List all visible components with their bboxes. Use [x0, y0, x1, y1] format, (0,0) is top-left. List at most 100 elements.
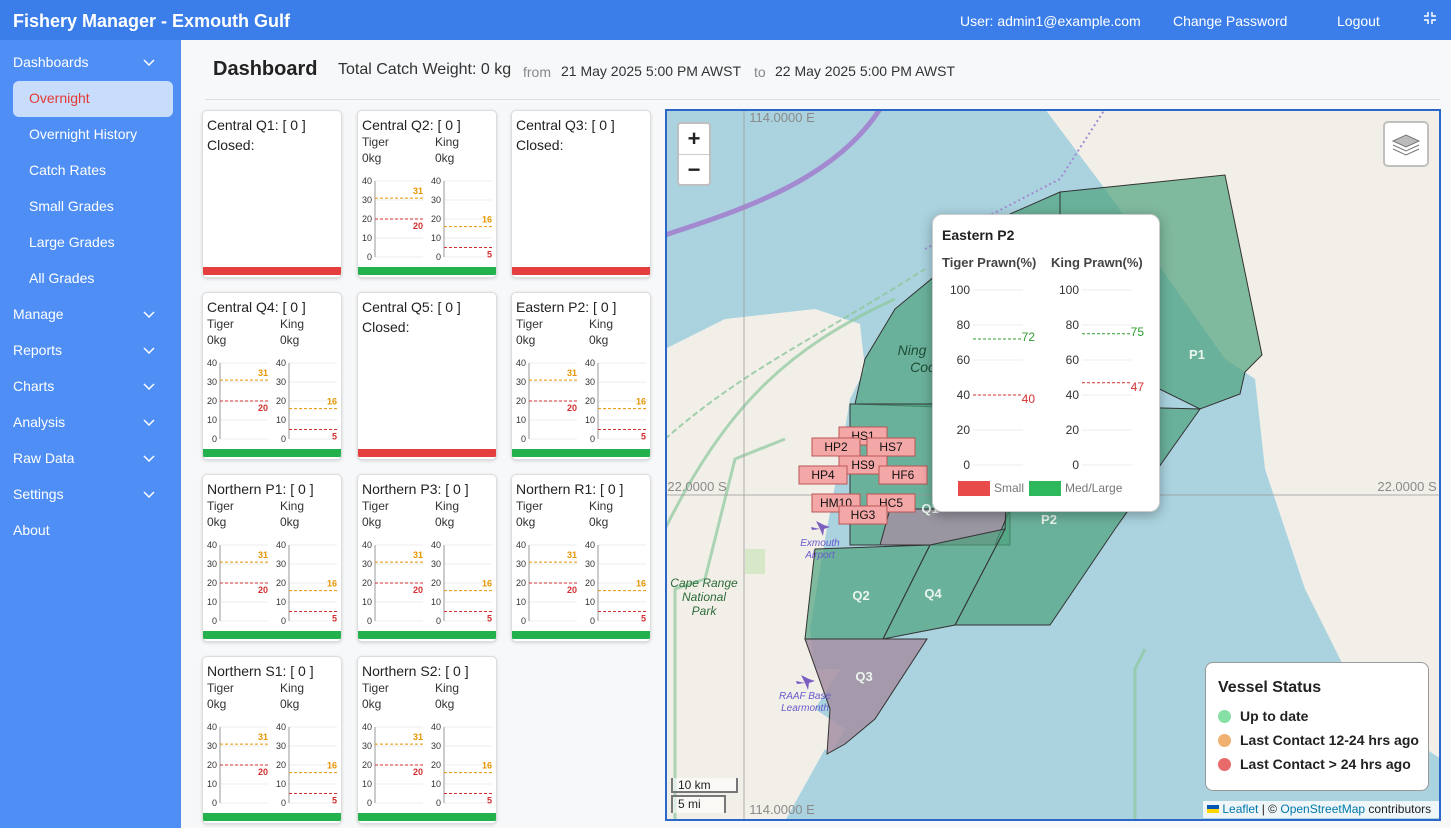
- zoom-in[interactable]: +: [679, 124, 709, 155]
- y-tick-label: 20: [431, 578, 441, 588]
- y-tick-label: 10: [207, 779, 217, 789]
- zone-card[interactable]: Northern S1: [ 0 ] 0 10 20 30 40 31 20 0 10 20 30 40…: [202, 656, 342, 824]
- threshold-label: 31: [413, 550, 423, 560]
- nav-item[interactable]: Small Grades: [29, 198, 114, 214]
- y-tick-label: 20: [431, 214, 441, 224]
- y-tick-label: 20: [207, 396, 217, 406]
- zone-card[interactable]: Northern R1: [ 0 ] 0 10 20 30 40 31 20 0 10 20 30 40…: [511, 474, 651, 642]
- vessel-marker[interactable]: HS9: [838, 455, 888, 475]
- total-catch: Total Catch Weight: 0 kg: [338, 61, 512, 78]
- y-tick-label: 0: [367, 616, 372, 626]
- zone-card[interactable]: Northern P1: [ 0 ] 0 10 20 30 40 31 20 0 10 20 30 40…: [202, 474, 342, 642]
- y-tick-label: 40: [207, 358, 217, 368]
- y-tick-label: 20: [207, 760, 217, 770]
- zone-card[interactable]: Central Q1: [ 0 ] Closed:: [202, 110, 342, 278]
- mini-charts: 0 10 20 30 40 31 20 0 10 20 30 40 16 5: [516, 540, 646, 626]
- vessel-marker[interactable]: HS7: [866, 437, 916, 457]
- vessel-box: [798, 465, 848, 485]
- nav-item[interactable]: Large Grades: [29, 234, 115, 250]
- zone-card[interactable]: Northern P3: [ 0 ] 0 10 20 30 40 31 20 0 10 20 30 40…: [357, 474, 497, 642]
- leaflet-link[interactable]: Leaflet: [1222, 802, 1259, 816]
- nav-item[interactable]: Settings: [13, 486, 64, 502]
- column-weight: 0kg: [362, 151, 382, 165]
- vessel-marker[interactable]: HP2: [811, 437, 861, 457]
- y-tick-label: 0: [436, 798, 441, 808]
- threshold-label: 20: [413, 221, 423, 231]
- y-tick-label: 30: [431, 559, 441, 569]
- zoom-out[interactable]: −: [687, 157, 701, 182]
- chevron-path: [143, 491, 155, 499]
- vessel-marker[interactable]: HG3: [838, 505, 888, 525]
- nav-item[interactable]: Reports: [13, 342, 63, 358]
- y-tick-label: 40: [276, 540, 286, 550]
- collapse-icon[interactable]: [1422, 10, 1438, 26]
- y-tick-label: 20: [362, 760, 372, 770]
- user-label: User: admin1@example.com: [960, 13, 1141, 29]
- nav-item[interactable]: All Grades: [29, 270, 95, 286]
- chevron-path: [143, 455, 155, 463]
- nav-item[interactable]: Manage: [13, 306, 64, 322]
- zone-card[interactable]: Central Q3: [ 0 ] Closed:: [511, 110, 651, 278]
- column-weight: 0kg: [589, 333, 609, 347]
- y-tick-label: 30: [276, 377, 286, 387]
- place-label: National: [682, 590, 726, 604]
- threshold-label: 31: [258, 732, 268, 742]
- zone-card[interactable]: Central Q4: [ 0 ] 0 10 20 30 40 31 20 0 10 20 30 40 1…: [202, 292, 342, 460]
- mini-charts: 0 10 20 30 40 31 20 0 10 20 30 40 16 5: [362, 176, 492, 262]
- zone-card[interactable]: Eastern P2: [ 0 ] 0 10 20 30 40 31 20 0 10 20 30 40 1…: [511, 292, 651, 460]
- threshold-label: 5: [641, 432, 646, 442]
- threshold-label: 16: [482, 579, 492, 589]
- osm-link[interactable]: OpenStreetMap: [1280, 802, 1366, 816]
- threshold-label: 16: [327, 397, 337, 407]
- column-weight: 0kg: [207, 697, 227, 711]
- zone[interactable]: [882, 528, 1006, 640]
- change-password[interactable]: Change Password: [1173, 13, 1288, 29]
- y-tick-label: 20: [276, 578, 286, 588]
- threshold-label: 16: [327, 761, 337, 771]
- y-tick-label: 40: [362, 176, 372, 186]
- column-weight: 0kg: [435, 151, 455, 165]
- nav-item[interactable]: Dashboards: [13, 54, 89, 70]
- y-tick-label: 10: [431, 779, 441, 789]
- nav-item[interactable]: Raw Data: [13, 450, 75, 466]
- nav-item[interactable]: Catch Rates: [29, 162, 107, 178]
- threshold-label: 16: [636, 579, 646, 589]
- airport-icon: [811, 521, 830, 536]
- flag-icon: [1207, 805, 1219, 813]
- column-weight: 0kg: [435, 515, 455, 529]
- airport-icon: [796, 675, 815, 690]
- nav-item[interactable]: Overnight History: [29, 126, 138, 142]
- y-tick-label: 30: [585, 377, 595, 387]
- y-tick-label: 0: [1072, 458, 1079, 472]
- y-tick-label: 10: [516, 597, 526, 607]
- y-tick-label: 30: [585, 559, 595, 569]
- place-label: Airport: [804, 550, 836, 561]
- nav-item[interactable]: Analysis: [13, 414, 66, 430]
- zone-card[interactable]: Northern S2: [ 0 ] 0 10 20 30 40 31 20 0 10 20 30 40…: [357, 656, 497, 824]
- y-tick-label: 20: [276, 760, 286, 770]
- column-weight: 0kg: [362, 697, 382, 711]
- zone-card[interactable]: Central Q5: [ 0 ] Closed:: [357, 292, 497, 460]
- zone[interactable]: [804, 638, 928, 755]
- vessel-marker[interactable]: HF6: [878, 465, 928, 485]
- y-tick-label: 40: [431, 540, 441, 550]
- popup-title: Eastern P2: [942, 227, 1015, 243]
- y-tick-label: 20: [207, 578, 217, 588]
- status-bar: [512, 449, 650, 457]
- y-tick-label: 10: [585, 415, 595, 425]
- nav-item[interactable]: Overnight: [29, 90, 90, 106]
- card-status: Closed:: [516, 137, 564, 153]
- layers-button[interactable]: [1383, 121, 1429, 167]
- zone-card[interactable]: Central Q2: [ 0 ] 0 10 20 30 40 31 20 0 10 20 30 40 1…: [357, 110, 497, 278]
- legend-dot: [1218, 734, 1231, 747]
- nav-item[interactable]: About: [13, 522, 50, 538]
- threshold-label: 5: [487, 796, 492, 806]
- y-tick-label: 0: [212, 616, 217, 626]
- zone-label: P2: [1041, 512, 1057, 527]
- y-tick-label: 40: [1066, 388, 1080, 402]
- threshold-label: 31: [258, 368, 268, 378]
- logout[interactable]: Logout: [1337, 13, 1380, 29]
- vessel-marker[interactable]: HP4: [798, 465, 848, 485]
- separator: [205, 99, 1440, 100]
- nav-item[interactable]: Charts: [13, 378, 55, 394]
